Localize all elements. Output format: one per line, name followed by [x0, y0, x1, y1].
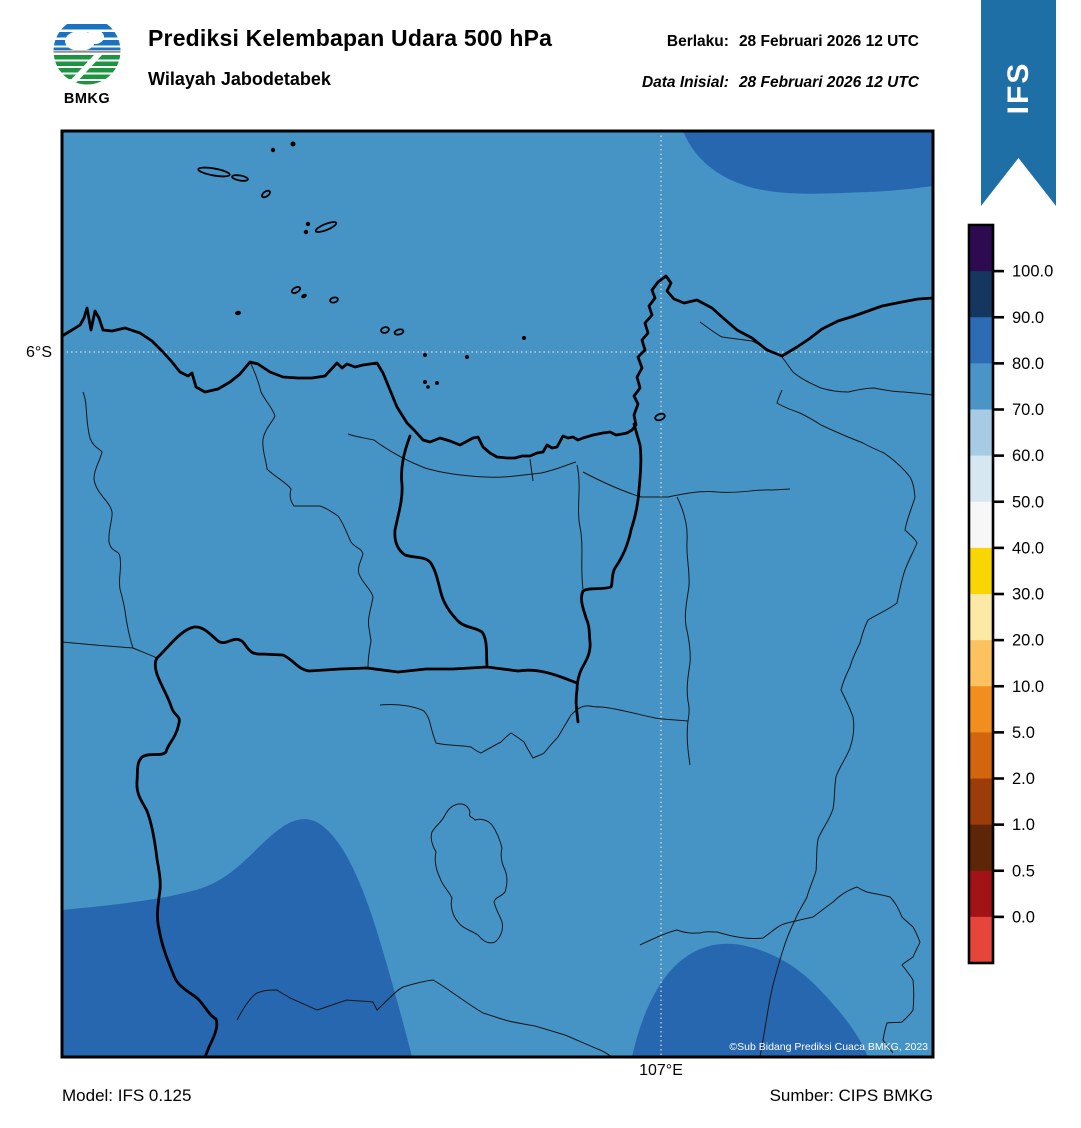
colorbar-segment	[969, 686, 993, 733]
district-boundary	[62, 641, 158, 659]
bmkg-logo-icon	[53, 17, 121, 85]
colorbar-segment	[969, 824, 993, 872]
island	[329, 296, 339, 304]
colorbar-tick-label: 10.0	[1012, 678, 1044, 696]
island	[522, 336, 526, 340]
island	[261, 189, 271, 199]
colorbar-tick-label: 2.0	[1012, 770, 1035, 788]
colorbar-segment	[969, 455, 993, 503]
colorbar-tick-label: 90.0	[1012, 309, 1044, 327]
model-info: Model: IFS 0.125	[62, 1086, 192, 1105]
island	[301, 293, 307, 299]
district-boundary	[379, 704, 689, 759]
colorbar-tick-label: 0.5	[1012, 862, 1035, 880]
colorbar-tick-label: 80.0	[1012, 355, 1044, 373]
colorbar-tick-label: 60.0	[1012, 447, 1044, 465]
district-boundary	[639, 886, 921, 1054]
colorbar-segment	[969, 225, 993, 272]
colorbar-segment	[969, 916, 993, 964]
longitude-tick-label: 107°E	[639, 1062, 683, 1079]
valid-time-value: 28 Februari 2026 12 UTC	[738, 33, 919, 50]
map-geometry	[62, 131, 933, 1057]
humidity-high-region	[62, 819, 412, 1057]
colorbar-segment	[969, 732, 993, 780]
map-border	[60, 129, 935, 1059]
humidity-high-region	[683, 131, 933, 194]
island	[435, 381, 439, 385]
colorbar-segment	[969, 317, 993, 364]
init-time-row: Data Inisial: 28 Februari 2026 12 UTC	[642, 74, 919, 92]
colorbar-segment	[969, 870, 993, 918]
island	[423, 380, 427, 384]
page-title: Prediksi Kelembapan Udara 500 hPa	[148, 25, 553, 51]
district-boundary	[347, 433, 577, 478]
colorbar-tick-label: 40.0	[1012, 539, 1044, 557]
latitude-tick-label: 6°S	[26, 344, 52, 361]
island	[380, 326, 390, 334]
humidity-high-region	[632, 943, 868, 1057]
colorbar: 100.0 90.0 80.0 70.0 60.0 50.0 40.0 30.0 20.0 10.…	[967, 223, 1053, 965]
district-boundary	[82, 391, 134, 649]
island	[314, 221, 338, 233]
colorbar-segment	[969, 271, 993, 318]
colorbar-tick-label: 0.0	[1012, 908, 1035, 926]
district-boundary	[249, 361, 374, 669]
colorbar-tick-label: 100.0	[1012, 263, 1053, 281]
province-boundary	[155, 625, 579, 685]
model-ribbon-label: IFS	[1001, 61, 1035, 115]
island	[235, 310, 241, 316]
island	[197, 166, 231, 178]
colorbar-segment	[969, 594, 993, 641]
bmkg-logo-text: BMKG	[64, 91, 110, 107]
colorbar-tick-label: 50.0	[1012, 493, 1044, 511]
valid-time-label: Berlaku:	[666, 33, 729, 50]
island	[423, 353, 427, 357]
district-boundary	[759, 389, 918, 1057]
colorbar-segment	[969, 363, 993, 411]
colorbar-tick-label: 5.0	[1012, 724, 1035, 742]
island	[393, 328, 405, 336]
district-boundary	[582, 471, 791, 498]
colorbar-segment	[969, 778, 993, 826]
island	[465, 355, 469, 359]
province-boundary	[574, 422, 643, 724]
source-info: Sumber: CIPS BMKG	[769, 1086, 933, 1105]
colorbar-segment	[969, 501, 993, 549]
province-boundary	[135, 656, 219, 1057]
island	[270, 147, 276, 153]
island	[303, 229, 309, 235]
island	[290, 286, 302, 294]
district-boundary	[676, 496, 691, 766]
province-boundary	[393, 434, 489, 668]
colorbar-tick-label: 20.0	[1012, 632, 1044, 650]
coastline	[62, 274, 933, 460]
island	[426, 385, 430, 389]
bmkg-logo: BMKG	[52, 14, 122, 108]
colorbar-segment	[969, 409, 993, 457]
colorbar-tick-label: 1.0	[1012, 816, 1035, 834]
island	[305, 221, 311, 227]
district-boundary	[529, 458, 534, 482]
colorbar-tick-label: 30.0	[1012, 586, 1044, 604]
colorbar-tick-label: 70.0	[1012, 401, 1044, 419]
colorbar-segment	[969, 640, 993, 687]
island	[231, 174, 249, 182]
island	[654, 412, 666, 422]
district-boundary	[430, 803, 508, 944]
colorbar-segment	[969, 547, 993, 595]
init-time-value: 28 Februari 2026 12 UTC	[738, 74, 919, 91]
island	[290, 141, 296, 147]
page-subtitle: Wilayah Jabodetabek	[148, 69, 331, 89]
copyright-text: ©Sub Bidang Prediksi Cuaca BMKG, 2023	[729, 1041, 928, 1053]
valid-time-row: Berlaku: 28 Februari 2026 12 UTC	[667, 33, 919, 51]
district-boundary	[236, 979, 613, 1057]
init-time-label: Data Inisial:	[641, 74, 729, 91]
district-boundary	[576, 464, 584, 590]
